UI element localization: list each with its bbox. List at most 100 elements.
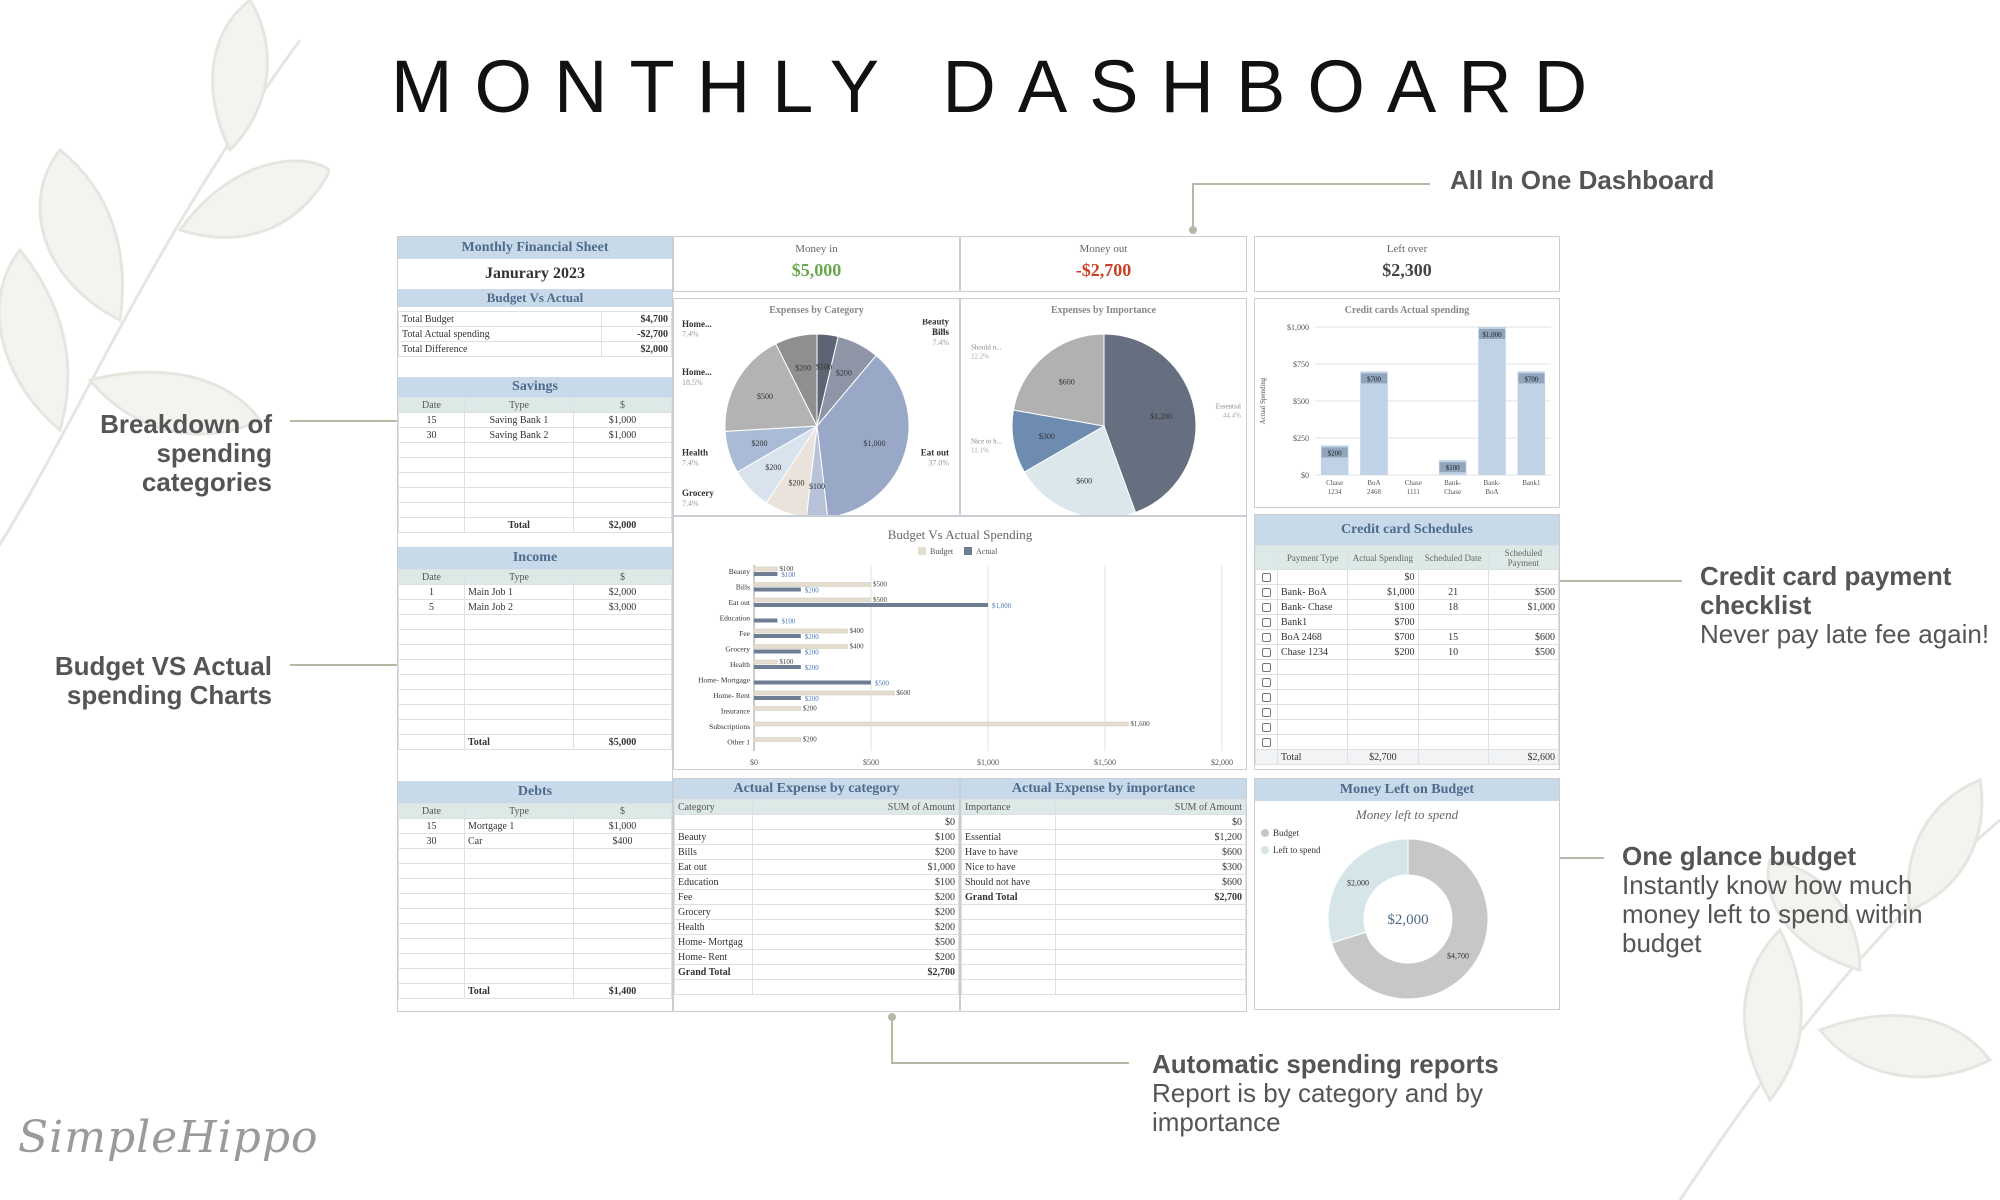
budget-bar (753, 597, 872, 603)
x-tick-label: 2468 (1367, 488, 1382, 496)
category-report-table: Category SUM of Amount $0 Beauty $100 Bills $… (674, 799, 959, 995)
budget-bar (753, 582, 872, 587)
table-row: Grand Total $2,700 (674, 964, 959, 980)
data-label-bg (1439, 462, 1466, 473)
bva-value: -$2,700 (601, 326, 672, 342)
data-label-bg (1518, 373, 1545, 384)
actual-data-label: $200 (805, 633, 820, 641)
slice-percent-label: 7.4% (932, 338, 949, 347)
legend-label: Budget (1273, 828, 1299, 838)
connector-line (1192, 183, 1194, 229)
table-row: Beauty $100 (674, 829, 959, 845)
connector-dot (888, 1013, 896, 1021)
col-header: Date (398, 569, 465, 585)
col-header: $ (573, 803, 672, 819)
bar (1360, 371, 1388, 475)
slice-value-label: $300 (1039, 432, 1055, 441)
pie-slice (1103, 333, 1197, 514)
importance-report-table: Importance SUM of Amount $0 Essential $1,20… (961, 799, 1246, 995)
payment-checkbox[interactable] (1262, 572, 1271, 582)
payment-checkbox[interactable] (1262, 617, 1271, 627)
budget-bar (753, 690, 895, 696)
donut-title: Money left to spend (1355, 807, 1459, 822)
payment-checkbox[interactable] (1262, 722, 1271, 732)
money-in-label: Money in (795, 243, 838, 255)
annotation-reports-head: Automatic spending reports (1152, 1049, 1499, 1079)
table-row: Bank1 $700 (1255, 614, 1559, 630)
savings-header: Savings (398, 377, 672, 397)
slice-percent-label: 11.1% (971, 446, 989, 454)
table-row: 15 Mortgage 1 $1,000 (398, 818, 672, 834)
category-label: Beauty (729, 567, 750, 576)
slice-percent-label: 44.4% (1223, 412, 1241, 420)
money-out-value: -$2,700 (1075, 260, 1132, 280)
y-tick-label: $500 (1293, 397, 1309, 406)
actual-bar (754, 680, 871, 685)
slice-value-label: $200 (765, 463, 781, 472)
credit-header: Credit card Schedules (1255, 515, 1559, 545)
x-tick-label: BoA (1485, 488, 1498, 496)
left-over-value: $2,300 (1382, 260, 1432, 280)
connector-line (1192, 183, 1430, 185)
annotation-glance-head: One glance budget (1622, 841, 1857, 871)
x-tick-label: $1,000 (977, 758, 999, 767)
data-label: $1,000 (1482, 331, 1502, 339)
annotation-all-in-one: All In One Dashboard (1450, 165, 1715, 195)
bva-value: $2,000 (601, 341, 672, 357)
pie-slice (1023, 425, 1137, 515)
actual-bar (754, 587, 801, 592)
table-row: 5 Main Job 2 $3,000 (398, 599, 672, 615)
slice-percent-label: 7.4% (682, 499, 699, 508)
category-label: Insurance (721, 707, 751, 716)
x-tick-label: BoA (1367, 479, 1380, 487)
payment-checkbox[interactable] (1262, 692, 1271, 702)
bva-header: Budget Vs Actual (398, 289, 672, 307)
slice-value-label: $1,200 (1150, 412, 1172, 421)
payment-checkbox[interactable] (1262, 662, 1271, 672)
payment-checkbox[interactable] (1262, 602, 1271, 612)
category-label: Subscriptions (709, 722, 750, 731)
payment-checkbox[interactable] (1262, 587, 1271, 597)
x-tick-label: Chase (1326, 479, 1343, 487)
category-label: Grocery (725, 645, 750, 654)
table-row: Total $2,000 (398, 517, 672, 533)
table-row: Total $5,000 (398, 734, 672, 750)
table-row: Total $1,400 (398, 983, 672, 999)
payment-checkbox[interactable] (1262, 677, 1271, 687)
table-row: Should not have $600 (961, 874, 1246, 890)
connector-line (891, 1016, 893, 1063)
annotation-glance-sub: Instantly know how much money left to sp… (1622, 870, 1923, 958)
sheet-title: Monthly Financial Sheet (398, 237, 672, 259)
category-label: Health (730, 660, 750, 669)
table-row: Education $100 (674, 874, 959, 890)
data-label: $700 (1367, 375, 1382, 383)
col-header: Importance (961, 799, 1056, 815)
slice-category-label: Home... (682, 367, 712, 377)
credit-cards-bar-chart: Credit cards Actual spending $0 $250 $500 $… (1254, 298, 1560, 508)
payment-checkbox[interactable] (1262, 632, 1271, 642)
actual-bar (754, 696, 801, 700)
slice-value-label: $100 (816, 362, 832, 371)
table-row: 30 Saving Bank 2 $1,000 (398, 427, 672, 443)
money-out-label: Money out (1079, 243, 1128, 255)
table-row: Chase 1234 $200 10 $500 (1255, 644, 1559, 660)
left-over-label: Left over (1386, 243, 1428, 255)
budget-data-label: $1,600 (1130, 720, 1150, 728)
actual-bar (754, 603, 988, 607)
x-tick-label: $500 (863, 758, 879, 767)
payment-checkbox[interactable] (1262, 737, 1271, 747)
budget-data-label: $600 (896, 689, 911, 697)
money-in-card: Money in $5,000 (673, 236, 960, 292)
budget-data-label: $500 (873, 596, 888, 604)
col-header: Actual Spending (1347, 545, 1419, 570)
col-header: Scheduled Date (1417, 545, 1489, 570)
payment-checkbox[interactable] (1262, 647, 1271, 657)
importance-report-header: Actual Expense by importance (961, 779, 1246, 799)
payment-checkbox[interactable] (1262, 707, 1271, 717)
table-row: $0 (1255, 569, 1559, 585)
table-row: 1 Main Job 1 $2,000 (398, 584, 672, 600)
actual-data-label: $200 (805, 649, 820, 657)
slice-percent-label: 7.4% (682, 458, 699, 467)
slice-category-label: Fee (682, 514, 696, 515)
budget-bar (753, 628, 848, 634)
